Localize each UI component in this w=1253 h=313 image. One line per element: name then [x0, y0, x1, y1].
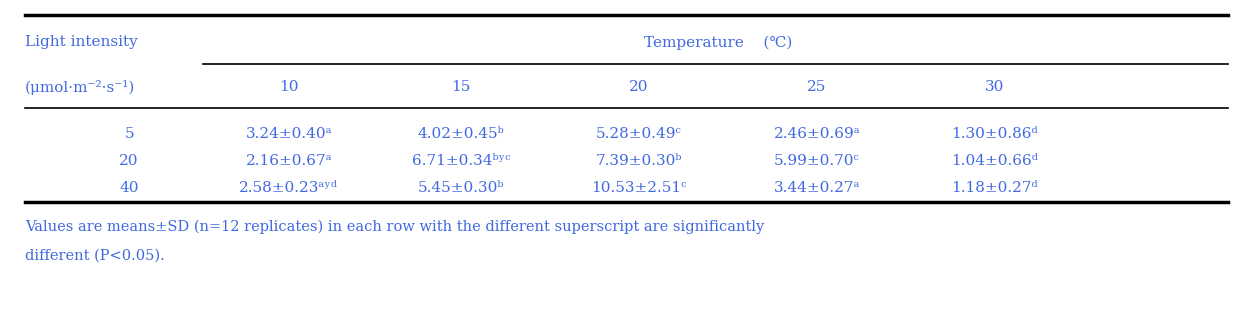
- Text: 1.18±0.27ᵈ: 1.18±0.27ᵈ: [951, 181, 1039, 195]
- Text: 2.16±0.67ᵃ: 2.16±0.67ᵃ: [246, 154, 332, 168]
- Text: 2.58±0.23ᵃʸᵈ: 2.58±0.23ᵃʸᵈ: [239, 181, 338, 195]
- Text: 1.04±0.66ᵈ: 1.04±0.66ᵈ: [951, 154, 1039, 168]
- Text: 40: 40: [119, 181, 139, 195]
- Text: 30: 30: [985, 80, 1005, 94]
- Text: 3.24±0.40ᵃ: 3.24±0.40ᵃ: [246, 126, 332, 141]
- Text: 10: 10: [279, 80, 298, 94]
- Text: 20: 20: [119, 154, 139, 168]
- Text: Temperature    (℃): Temperature (℃): [644, 35, 793, 49]
- Text: 10.53±2.51ᶜ: 10.53±2.51ᶜ: [591, 181, 687, 195]
- Text: 7.39±0.30ᵇ: 7.39±0.30ᵇ: [595, 154, 682, 168]
- Text: 5: 5: [124, 126, 134, 141]
- Text: 15: 15: [451, 80, 470, 94]
- Text: 4.02±0.45ᵇ: 4.02±0.45ᵇ: [417, 126, 504, 141]
- Text: 3.44±0.27ᵃ: 3.44±0.27ᵃ: [773, 181, 860, 195]
- Text: 6.71±0.34ᵇʸᶜ: 6.71±0.34ᵇʸᶜ: [411, 154, 510, 168]
- Text: 20: 20: [629, 80, 649, 94]
- Text: 5.28±0.49ᶜ: 5.28±0.49ᶜ: [596, 126, 682, 141]
- Text: 5.45±0.30ᵇ: 5.45±0.30ᵇ: [417, 181, 504, 195]
- Text: 2.46±0.69ᵃ: 2.46±0.69ᵃ: [773, 126, 861, 141]
- Text: 25: 25: [807, 80, 827, 94]
- Text: 1.30±0.86ᵈ: 1.30±0.86ᵈ: [951, 126, 1039, 141]
- Text: (μmol·m⁻²·s⁻¹): (μmol·m⁻²·s⁻¹): [25, 80, 135, 95]
- Text: Values are means±SD (n=12 replicates) in each row with the different superscript: Values are means±SD (n=12 replicates) in…: [25, 219, 764, 234]
- Text: different (P<0.05).: different (P<0.05).: [25, 249, 164, 263]
- Text: Light intensity: Light intensity: [25, 35, 138, 49]
- Text: 5.99±0.70ᶜ: 5.99±0.70ᶜ: [774, 154, 860, 168]
